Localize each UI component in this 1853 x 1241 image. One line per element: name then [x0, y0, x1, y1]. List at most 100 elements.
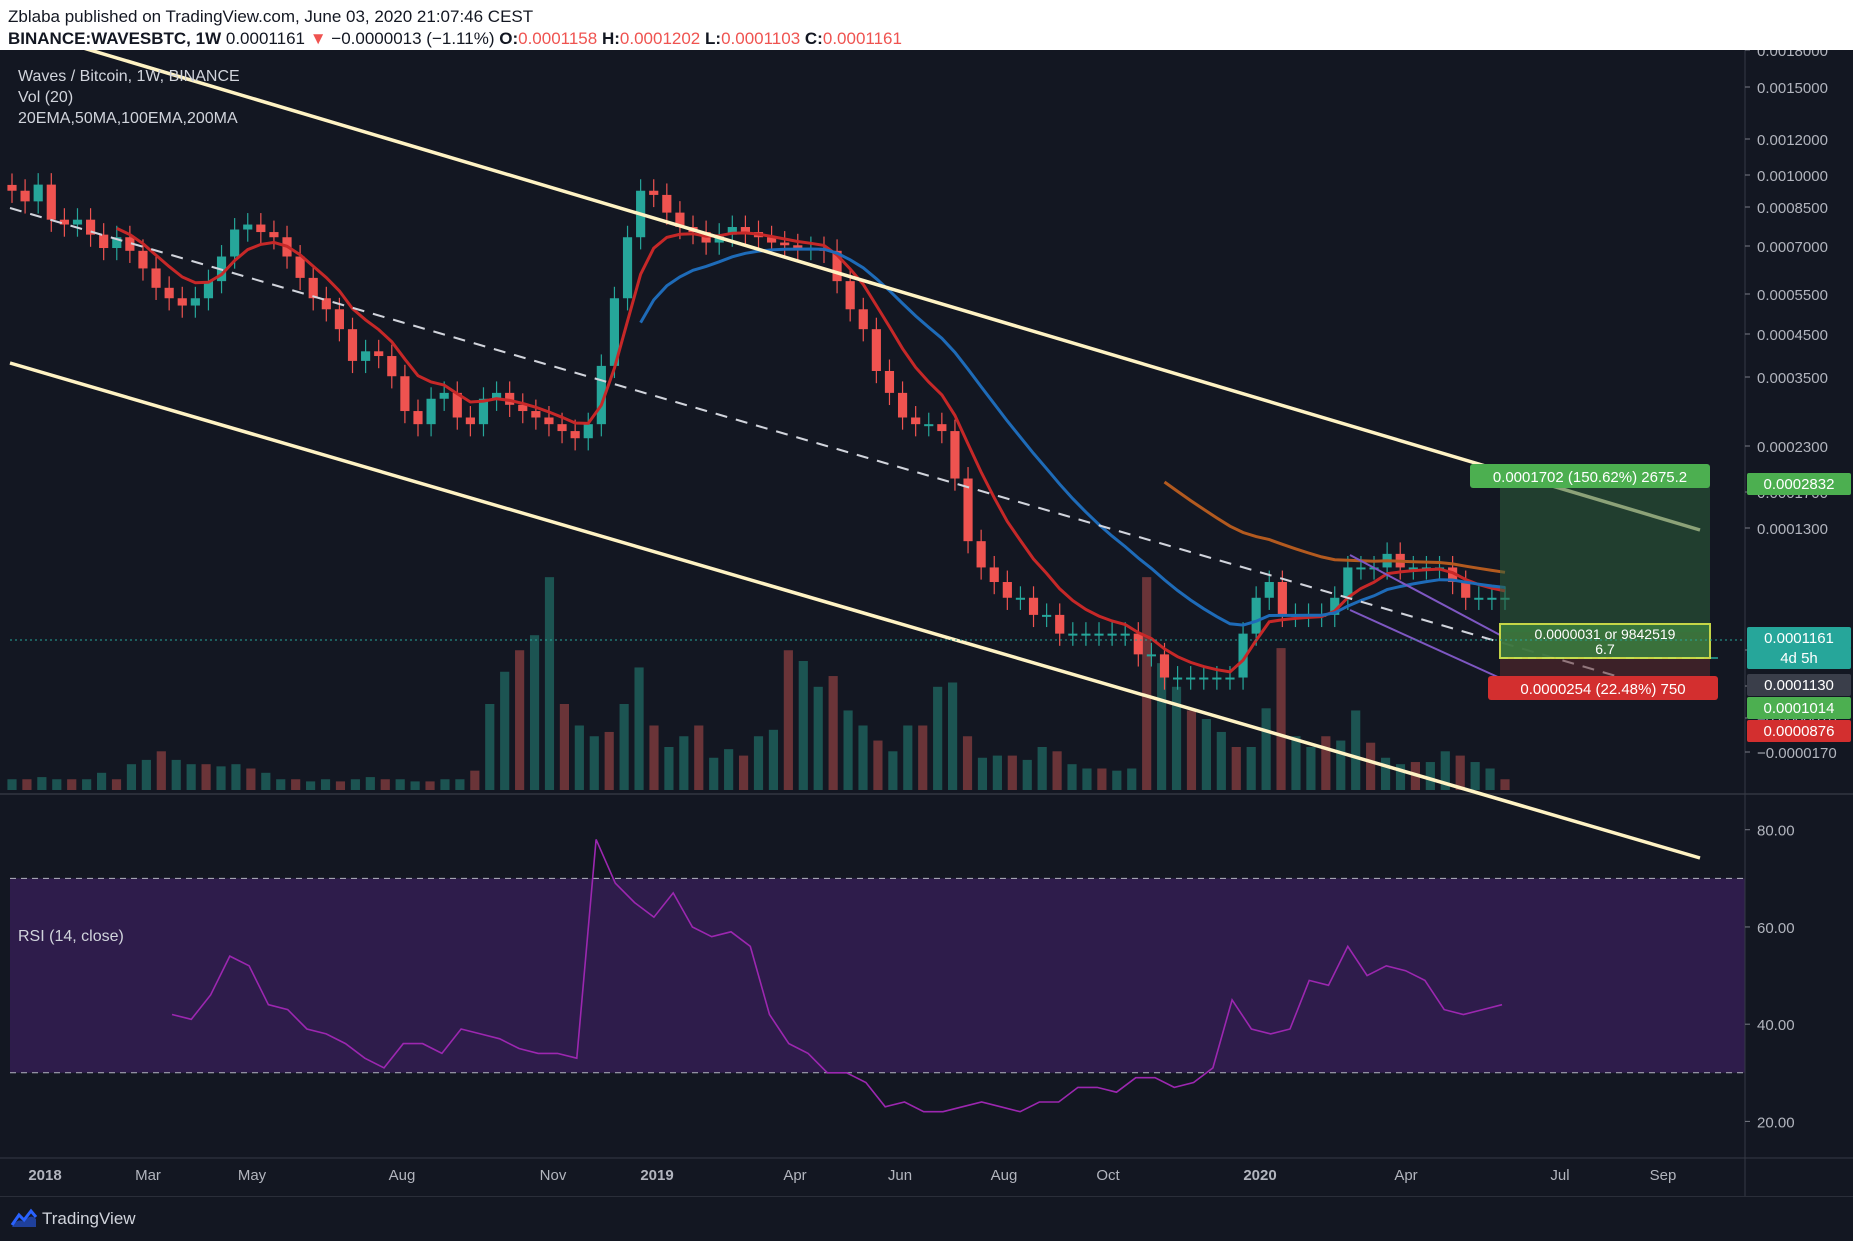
candle-body — [1212, 677, 1222, 680]
ema100-line — [1163, 480, 1506, 574]
volume-bar — [858, 725, 868, 790]
candle-body — [871, 329, 881, 371]
time-tick-label: Mar — [135, 1167, 161, 1184]
candle-body — [1474, 597, 1484, 600]
volume-bar — [574, 725, 584, 790]
volume-bar — [709, 757, 719, 790]
candle-body — [1015, 597, 1026, 600]
candle-body — [20, 190, 30, 202]
chart-area[interactable]: 0.0001702 (150.62%) 2675.2 0.0000254 (22.… — [0, 50, 1853, 1196]
price-label-box — [1747, 473, 1851, 495]
time-tick-label: Sep — [1650, 1167, 1677, 1184]
volume-bar — [843, 710, 853, 790]
candle-body — [190, 298, 200, 306]
wedge-lower-line — [1349, 609, 1501, 679]
volume-bar — [7, 779, 17, 790]
candle-body — [1264, 582, 1274, 598]
target-label-box — [1470, 464, 1710, 488]
high-value: 0.0001202 — [619, 29, 701, 48]
candle-body — [1173, 677, 1183, 680]
volume-bar — [470, 770, 480, 790]
time-tick-label: Apr — [783, 1167, 806, 1184]
time-tick-label: Aug — [389, 1167, 416, 1184]
ratio-value: 6.7 — [1595, 641, 1615, 657]
channel-lower-line — [9, 361, 1701, 860]
volume-bar — [1321, 736, 1331, 790]
time-tick-label: Jun — [888, 1167, 912, 1184]
legend-volume: Vol (20) — [18, 89, 73, 106]
candle-body — [334, 309, 344, 330]
volume-bar — [544, 577, 555, 790]
change-arrow-icon: ▼ — [309, 29, 327, 48]
candle-body — [72, 219, 83, 225]
volume-bar — [1112, 770, 1122, 790]
candle-body — [1487, 597, 1497, 600]
chart-canvas[interactable]: 0.0001702 (150.62%) 2675.2 0.0000254 (22.… — [0, 50, 1853, 1196]
volume-bar — [1440, 751, 1450, 790]
volume-bar — [1291, 736, 1301, 790]
volume-bar — [529, 635, 540, 790]
volume-bar — [1082, 768, 1092, 790]
candle-body — [950, 431, 960, 479]
candle-body — [1251, 597, 1261, 634]
volume-bar — [171, 759, 181, 790]
candle-body — [138, 250, 148, 269]
candle-body — [1159, 654, 1170, 678]
candle-body — [177, 298, 187, 306]
volume-bar — [186, 764, 196, 790]
candle-body — [1042, 614, 1052, 617]
high-label: H: — [601, 29, 620, 48]
price-tick-label: −0.0000170 — [1757, 745, 1837, 762]
candle-body — [622, 237, 633, 299]
price-label: 0.0001130 — [1764, 677, 1834, 694]
stop-label: 0.0000254 (22.48%) 750 — [1520, 681, 1685, 698]
candle-body — [518, 404, 528, 412]
candle-body — [413, 411, 423, 425]
candle-body — [203, 281, 214, 299]
candle-body — [256, 224, 266, 233]
candle-body — [347, 329, 358, 361]
target-label: 0.0001702 (150.62%) 2675.2 — [1493, 469, 1687, 486]
ohlc-line: BINANCE:WAVESBTC, 1W 0.0001161 ▼ −0.0000… — [8, 29, 902, 49]
volume-bar — [276, 779, 286, 790]
candle-body — [59, 219, 69, 225]
volume-bar — [1500, 779, 1510, 790]
volume-bar — [67, 779, 77, 790]
volume-bar — [1231, 747, 1241, 790]
volume-bar — [738, 755, 749, 790]
channel-upper-line — [83, 50, 1701, 532]
price-tick-label: 0.0001300 — [1757, 521, 1828, 538]
volume-bar — [1261, 708, 1271, 790]
volume-bar — [798, 661, 808, 790]
candle-body — [1461, 582, 1471, 598]
volume-bar — [455, 779, 465, 790]
volume-bar — [1351, 710, 1361, 790]
price-label: 0.0002832 — [1764, 476, 1835, 493]
volume-bar — [261, 772, 271, 790]
volume-bar — [664, 747, 674, 790]
volume-bar — [1007, 755, 1017, 790]
volume-bar — [380, 779, 390, 790]
candle-body — [151, 268, 161, 288]
time-tick-label: Apr — [1394, 1167, 1417, 1184]
volume-bar — [1366, 742, 1376, 790]
change-value: −0.0000013 (−1.11%) — [331, 29, 495, 48]
volume-bar — [1395, 764, 1406, 790]
close-value: 0.0001161 — [822, 29, 902, 48]
volume-bar — [291, 779, 301, 790]
volume-bar — [1336, 740, 1346, 790]
candle-body — [897, 392, 908, 418]
volume-bar — [1246, 747, 1256, 790]
volume-bar — [1097, 768, 1107, 790]
candle-body — [767, 237, 777, 243]
candle-body — [478, 398, 489, 425]
volume-bar — [1127, 768, 1137, 790]
candle-body — [164, 287, 174, 299]
candle-body — [465, 417, 475, 425]
volume-bar — [350, 779, 360, 790]
tradingview-logo-icon — [10, 1208, 38, 1227]
volume-bar — [485, 704, 495, 790]
price-tick-label: 0.0018000 — [1757, 50, 1828, 60]
tradingview-brand: TradingView — [42, 1209, 136, 1228]
ratio-label: 0.0000031 or 9842519 — [1535, 626, 1676, 642]
